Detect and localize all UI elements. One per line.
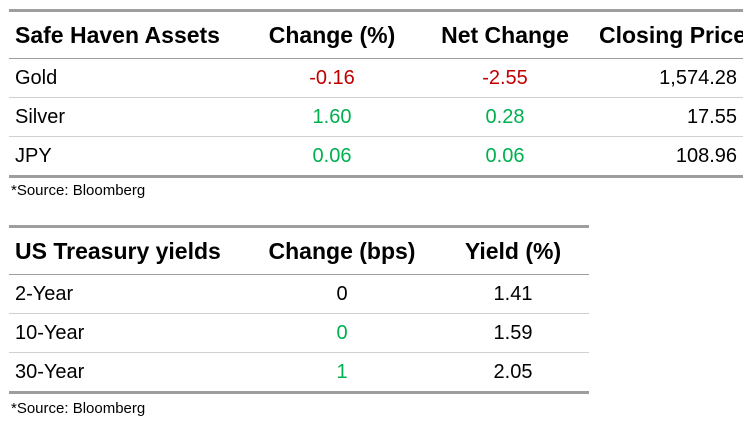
closing-price-value: 108.96 bbox=[593, 136, 743, 178]
table-row: 30-Year 1 2.05 bbox=[9, 352, 589, 394]
column-header-change-pct: Change (%) bbox=[247, 9, 417, 59]
change-pct-value: -0.16 bbox=[247, 58, 417, 98]
net-change-value: 0.06 bbox=[417, 136, 593, 178]
table-header-row: US Treasury yields Change (bps) Yield (%… bbox=[9, 225, 589, 275]
table-row: Silver 1.60 0.28 17.55 bbox=[9, 97, 743, 137]
treasury-name: 2-Year bbox=[9, 274, 247, 314]
change-bps-value: 1 bbox=[247, 352, 437, 394]
column-header-asset: Safe Haven Assets bbox=[9, 9, 247, 59]
table-row: 10-Year 0 1.59 bbox=[9, 313, 589, 353]
closing-price-value: 17.55 bbox=[593, 97, 743, 137]
net-change-value: 0.28 bbox=[417, 97, 593, 137]
yield-value: 1.59 bbox=[437, 313, 589, 353]
change-pct-value: 1.60 bbox=[247, 97, 417, 137]
change-bps-value: 0 bbox=[247, 313, 437, 353]
asset-name: Gold bbox=[9, 58, 247, 98]
table-row: 2-Year 0 1.41 bbox=[9, 274, 589, 314]
safe-haven-assets-table: Safe Haven Assets Change (%) Net Change … bbox=[9, 9, 743, 178]
column-header-yield: Yield (%) bbox=[437, 225, 589, 275]
table-header-row: Safe Haven Assets Change (%) Net Change … bbox=[9, 9, 743, 59]
treasury-name: 10-Year bbox=[9, 313, 247, 353]
column-header-closing-price: Closing Price bbox=[593, 9, 743, 59]
asset-name: Silver bbox=[9, 97, 247, 137]
closing-price-value: 1,574.28 bbox=[593, 58, 743, 98]
treasury-name: 30-Year bbox=[9, 352, 247, 394]
yield-value: 2.05 bbox=[437, 352, 589, 394]
us-treasury-yields-table: US Treasury yields Change (bps) Yield (%… bbox=[9, 225, 589, 394]
asset-name: JPY bbox=[9, 136, 247, 178]
table-row: Gold -0.16 -2.55 1,574.28 bbox=[9, 58, 743, 98]
column-header-treasury: US Treasury yields bbox=[9, 225, 247, 275]
net-change-value: -2.55 bbox=[417, 58, 593, 98]
column-header-change-bps: Change (bps) bbox=[247, 225, 437, 275]
column-header-net-change: Net Change bbox=[417, 9, 593, 59]
source-note: *Source: Bloomberg bbox=[11, 182, 146, 199]
source-note: *Source: Bloomberg bbox=[11, 400, 146, 417]
yield-value: 1.41 bbox=[437, 274, 589, 314]
change-bps-value: 0 bbox=[247, 274, 437, 314]
change-pct-value: 0.06 bbox=[247, 136, 417, 178]
table-row: JPY 0.06 0.06 108.96 bbox=[9, 136, 743, 178]
